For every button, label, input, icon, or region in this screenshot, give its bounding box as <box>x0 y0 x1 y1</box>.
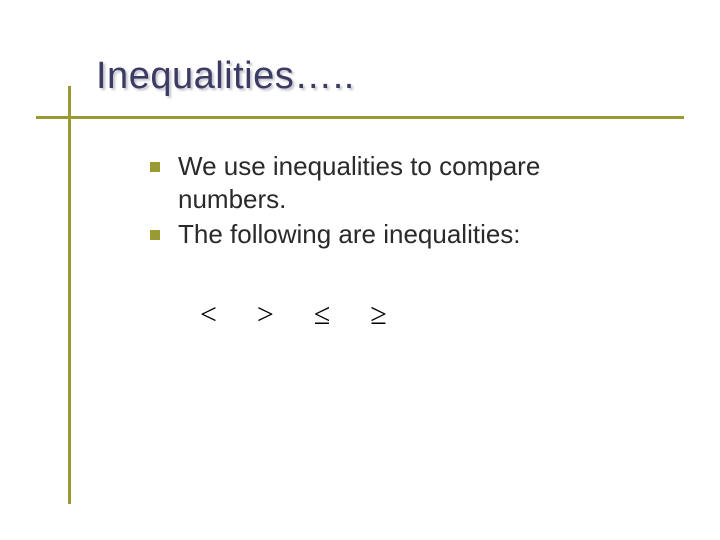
bullet-text: We use inequalities to compare numbers. <box>178 150 630 216</box>
slide-title: Inequalities….. <box>96 56 355 98</box>
list-item: The following are inequalities: <box>150 218 630 251</box>
bullet-text: The following are inequalities: <box>178 218 521 251</box>
slide: Inequalities….. We use inequalities to c… <box>0 0 720 540</box>
inequality-symbols: < > ≤ ≥ <box>200 300 387 330</box>
side-rule <box>68 86 71 504</box>
title-wrap: Inequalities….. <box>96 56 355 98</box>
less-than-symbol: < <box>200 300 217 330</box>
title-underline <box>36 116 684 119</box>
square-bullet-icon <box>150 230 160 240</box>
square-bullet-icon <box>150 162 160 172</box>
less-than-or-equal-symbol: ≤ <box>314 300 330 330</box>
bullet-list: We use inequalities to compare numbers. … <box>150 150 630 252</box>
greater-than-or-equal-symbol: ≥ <box>370 300 386 330</box>
list-item: We use inequalities to compare numbers. <box>150 150 630 216</box>
greater-than-symbol: > <box>257 300 274 330</box>
